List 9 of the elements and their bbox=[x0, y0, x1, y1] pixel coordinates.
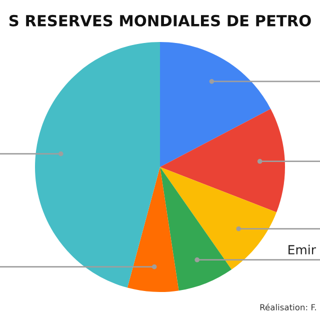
pie-slice bbox=[160, 167, 232, 291]
pie-slice bbox=[160, 108, 285, 212]
pie-slice bbox=[160, 42, 271, 167]
pie-slice bbox=[35, 42, 160, 288]
chart-title: S RESERVES MONDIALES DE PETRO bbox=[9, 14, 311, 26]
text: Réalisation: F. bbox=[260, 304, 316, 310]
pie-slice bbox=[127, 167, 179, 292]
pie-slice bbox=[160, 167, 277, 270]
slice-label: Emir bbox=[288, 244, 316, 254]
